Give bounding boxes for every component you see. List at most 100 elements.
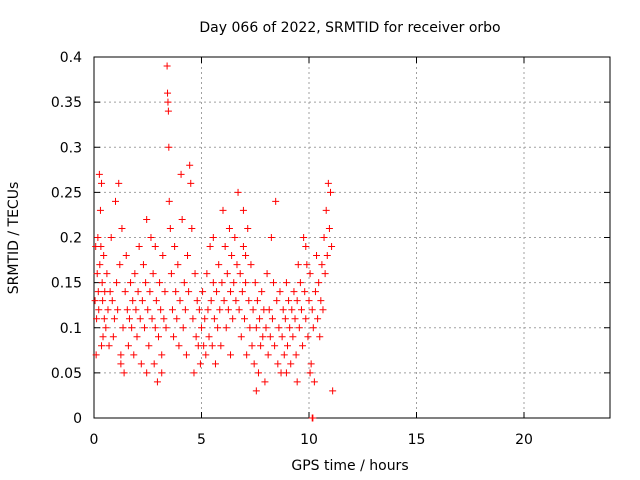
data-point (213, 288, 221, 296)
data-point (216, 306, 224, 314)
data-point (118, 224, 126, 232)
data-point (225, 224, 233, 232)
data-point (281, 315, 289, 323)
data-point (164, 89, 172, 97)
data-point (127, 279, 135, 287)
data-point (318, 261, 326, 269)
data-point (259, 333, 267, 341)
data-point (237, 333, 245, 341)
data-point (159, 252, 167, 260)
data-point (266, 333, 274, 341)
data-point (98, 279, 106, 287)
chart-title: Day 066 of 2022, SRMTID for receiver orb… (199, 20, 500, 36)
data-point (129, 297, 137, 305)
data-point (145, 342, 153, 350)
y-tick-label: 0.35 (51, 95, 82, 111)
data-point (325, 224, 333, 232)
data-point (315, 279, 323, 287)
data-point (243, 351, 251, 359)
y-axis-ticks: 0 0.05 0.1 0.15 0.2 0.25 0.3 0.35 0.4 (51, 50, 610, 427)
data-point (241, 315, 248, 323)
data-point (233, 261, 241, 269)
data-point (252, 324, 260, 332)
data-point (271, 342, 279, 350)
data-point (128, 324, 136, 332)
data-point (95, 306, 103, 314)
data-point (293, 297, 301, 305)
data-point (257, 342, 265, 350)
data-point (94, 288, 102, 296)
data-point (224, 306, 232, 314)
data-point (117, 360, 125, 368)
data-point (228, 252, 236, 260)
data-point (185, 288, 193, 296)
grid-lines (94, 57, 610, 418)
data-point (125, 315, 133, 323)
data-point (263, 270, 271, 278)
data-point (116, 261, 124, 269)
data-point (167, 270, 175, 278)
data-point (223, 270, 231, 278)
data-point (288, 306, 296, 314)
data-point (217, 342, 225, 350)
data-point (152, 297, 160, 305)
data-point (311, 288, 319, 296)
x-tick-label: 10 (300, 432, 318, 448)
data-point (291, 315, 299, 323)
y-tick-label: 0 (73, 411, 82, 427)
data-point (123, 306, 131, 314)
data-point (97, 243, 105, 251)
data-point (276, 288, 284, 296)
data-point (138, 297, 146, 305)
data-point (168, 306, 176, 314)
data-point (299, 342, 307, 350)
y-tick-label: 0.25 (51, 185, 82, 201)
data-point (177, 170, 185, 178)
data-point (121, 288, 129, 296)
data-point (108, 297, 116, 305)
data-point (161, 288, 169, 296)
data-point (287, 360, 295, 368)
data-point (256, 315, 264, 323)
data-point (143, 369, 151, 377)
data-point (173, 315, 181, 323)
data-point (294, 261, 302, 269)
x-tick-label: 0 (90, 432, 99, 448)
data-point (265, 306, 273, 314)
data-point (251, 279, 259, 287)
data-point (242, 252, 250, 260)
data-point (297, 306, 305, 314)
data-point (132, 306, 140, 314)
data-point (165, 197, 173, 205)
data-point (158, 351, 166, 359)
data-point (204, 306, 212, 314)
data-point (150, 360, 158, 368)
data-point (155, 333, 162, 341)
y-tick-label: 0.3 (60, 140, 82, 156)
data-point (182, 351, 190, 359)
data-point (285, 297, 293, 305)
data-point (180, 279, 188, 287)
x-axis-label: GPS time / hours (291, 458, 408, 474)
data-point (324, 179, 332, 187)
data-point (184, 252, 192, 260)
data-point (307, 360, 315, 368)
data-point (98, 179, 106, 187)
data-point (186, 161, 194, 169)
data-point (230, 279, 238, 287)
data-point (189, 315, 197, 323)
data-point (92, 351, 100, 359)
data-point (162, 324, 170, 332)
data-point (102, 324, 110, 332)
data-point (120, 369, 128, 377)
data-point (290, 288, 298, 296)
data-point (308, 306, 316, 314)
data-point (122, 252, 130, 260)
x-tick-label: 5 (197, 432, 206, 448)
x-tick-label: 20 (515, 432, 533, 448)
data-point (210, 315, 218, 323)
data-point (302, 243, 310, 251)
x-axis-ticks: 0 5 10 15 20 (90, 57, 533, 448)
data-point (192, 333, 200, 341)
